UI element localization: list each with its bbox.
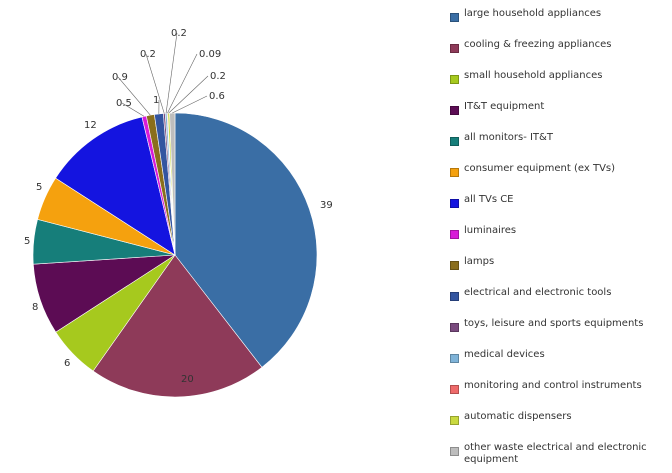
legend-item: IT&T equipment xyxy=(450,101,670,132)
legend-item: luminaires xyxy=(450,225,670,256)
legend-label: IT&T equipment xyxy=(464,101,544,113)
legend-label: cooling & freezing appliances xyxy=(464,39,611,51)
slice-value-label: 20 xyxy=(181,374,194,385)
legend-swatch xyxy=(450,168,459,177)
legend-swatch xyxy=(450,416,459,425)
legend-swatch xyxy=(450,13,459,22)
legend-swatch xyxy=(450,292,459,301)
slice-value-label: 0.2 xyxy=(140,49,156,60)
legend-swatch xyxy=(450,75,459,84)
legend-swatch xyxy=(450,199,459,208)
slice-value-label: 0.2 xyxy=(210,71,226,82)
legend-label: large household appliances xyxy=(464,8,601,20)
legend-item: large household appliances xyxy=(450,8,670,39)
legend-label: other waste electrical and electronic eq… xyxy=(464,442,670,466)
legend-label: automatic dispensers xyxy=(464,411,572,423)
slice-value-label: 0.2 xyxy=(171,28,187,39)
slice-value-label: 12 xyxy=(84,120,97,131)
legend-label: monitoring and control instruments xyxy=(464,380,642,392)
legend-swatch xyxy=(450,137,459,146)
pie-chart: 39 20 6 8 5 5 12 0.5 0.9 1 0.2 0.2 0.09 0.2 0.6 xyxy=(0,0,440,467)
slice-value-label: 1 xyxy=(153,95,159,106)
legend-item: medical devices xyxy=(450,349,670,380)
legend-swatch xyxy=(450,354,459,363)
legend-item: cooling & freezing appliances xyxy=(450,39,670,70)
slice-value-label: 0.6 xyxy=(209,91,225,102)
legend-label: toys, leisure and sports equipments xyxy=(464,318,643,330)
legend-swatch xyxy=(450,44,459,53)
legend-swatch xyxy=(450,385,459,394)
legend-item: monitoring and control instruments xyxy=(450,380,670,411)
legend-item: small household appliances xyxy=(450,70,670,101)
legend: large household appliances cooling & free… xyxy=(450,8,670,473)
legend-swatch xyxy=(450,230,459,239)
legend-item: lamps xyxy=(450,256,670,287)
legend-label: small household appliances xyxy=(464,70,602,82)
legend-item: toys, leisure and sports equipments xyxy=(450,318,670,349)
slice-value-label: 5 xyxy=(24,236,30,247)
legend-item: electrical and electronic tools xyxy=(450,287,670,318)
legend-swatch xyxy=(450,447,459,456)
legend-label: consumer equipment (ex TVs) xyxy=(464,163,615,175)
legend-label: all TVs CE xyxy=(464,194,514,206)
legend-label: all monitors- IT&T xyxy=(464,132,553,144)
slice-value-label: 8 xyxy=(32,302,38,313)
slice-value-label: 6 xyxy=(64,358,70,369)
slice-value-label: 0.5 xyxy=(116,98,132,109)
leader-line xyxy=(167,54,197,113)
legend-swatch xyxy=(450,261,459,270)
legend-label: electrical and electronic tools xyxy=(464,287,611,299)
leader-line xyxy=(166,33,177,113)
legend-item: consumer equipment (ex TVs) xyxy=(450,163,670,194)
legend-swatch xyxy=(450,106,459,115)
legend-item: automatic dispensers xyxy=(450,411,670,442)
legend-swatch xyxy=(450,323,459,332)
legend-label: lamps xyxy=(464,256,494,268)
legend-item: other waste electrical and electronic eq… xyxy=(450,442,670,473)
legend-item: all TVs CE xyxy=(450,194,670,225)
legend-label: luminaires xyxy=(464,225,516,237)
legend-item: all monitors- IT&T xyxy=(450,132,670,163)
slice-value-label: 39 xyxy=(320,200,333,211)
slice-value-label: 0.9 xyxy=(112,72,128,83)
slice-value-label: 5 xyxy=(36,182,42,193)
leader-line xyxy=(169,76,208,113)
legend-label: medical devices xyxy=(464,349,545,361)
slice-value-label: 0.09 xyxy=(199,49,221,60)
